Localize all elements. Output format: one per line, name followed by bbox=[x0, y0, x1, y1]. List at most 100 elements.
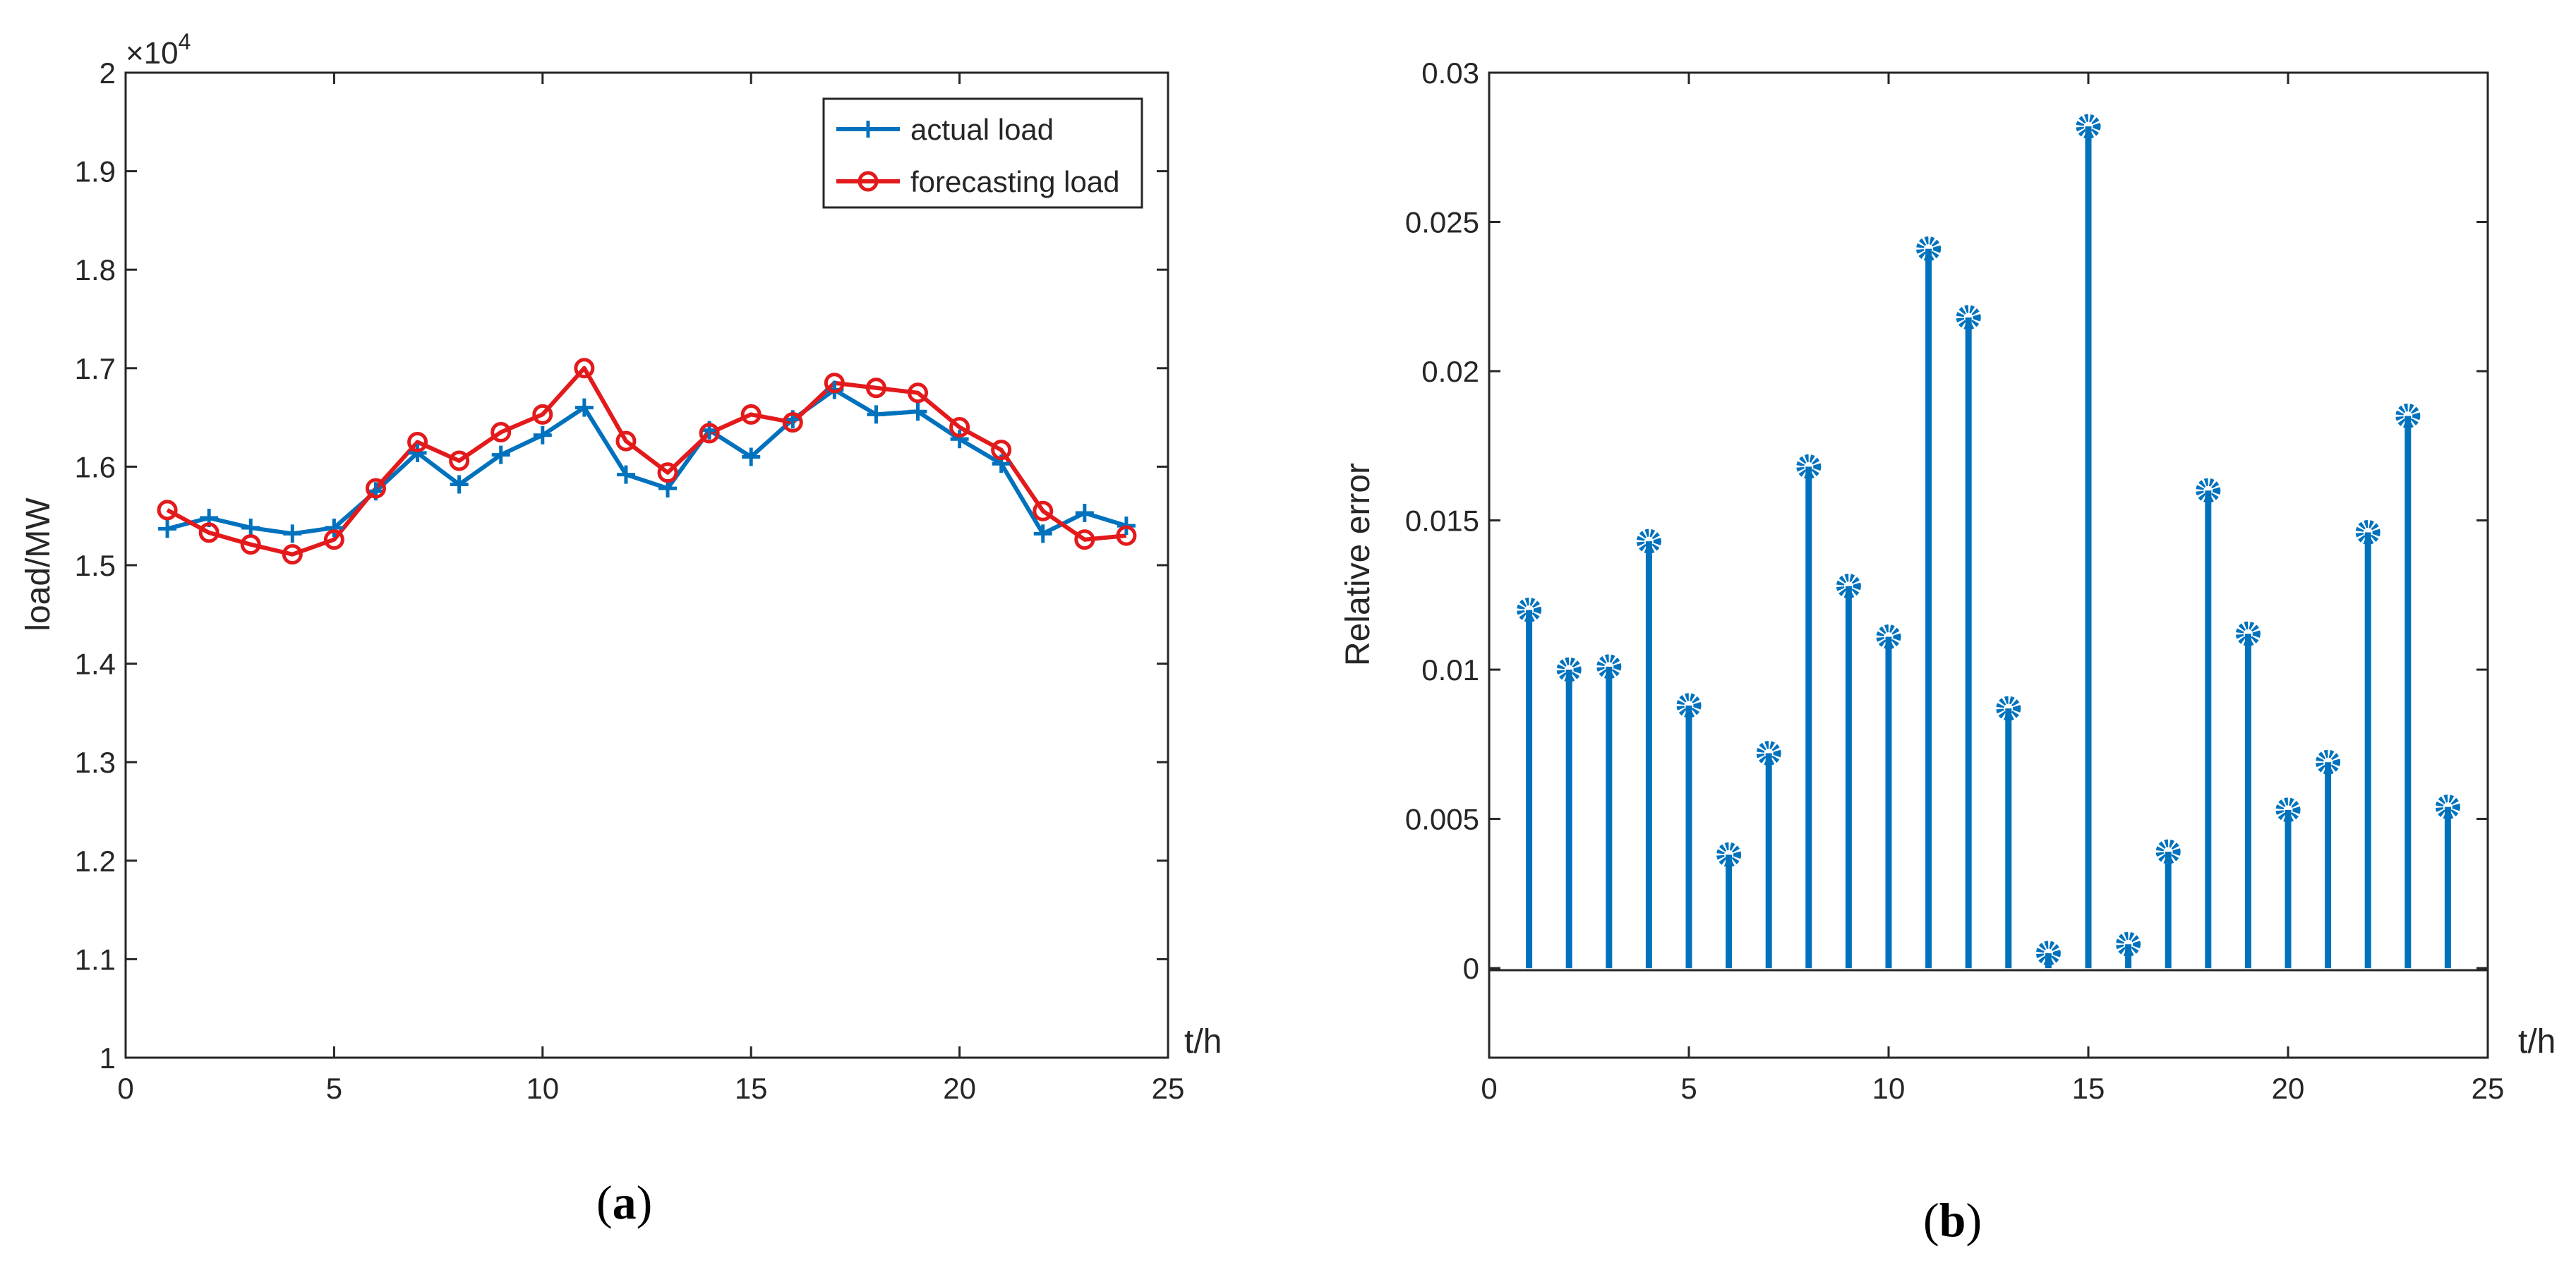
relative-error-marker bbox=[1836, 574, 1861, 599]
relative-error-marker bbox=[1756, 741, 1781, 766]
forecasting-load-point bbox=[157, 500, 178, 521]
forecasting-load-point bbox=[532, 404, 553, 425]
forecasting-load-point bbox=[282, 544, 303, 565]
chart-a-y-multiplier: ×104 bbox=[126, 29, 191, 71]
forecasting-load-point bbox=[1116, 525, 1137, 546]
chart-a-ytick-label: 1.8 bbox=[75, 253, 116, 286]
relative-error-marker bbox=[1556, 657, 1582, 682]
chart-a-xtick-label: 25 bbox=[1152, 1072, 1185, 1105]
forecasting-load-point bbox=[490, 422, 512, 443]
actual-load-point bbox=[950, 430, 969, 449]
actual-load-point bbox=[408, 443, 427, 462]
legend-label-forecast: forecasting load bbox=[910, 165, 1120, 198]
chart-a: 0 5 10 15 20 25 1 1.1 1.2 1.3 1.4 1.5 1.6 1.7 1.8 1.9 2… bbox=[20, 29, 1222, 1105]
relative-error-marker bbox=[1636, 528, 1661, 554]
chart-b-plot-frame bbox=[1488, 71, 2489, 1059]
forecasting-load-point bbox=[240, 534, 261, 555]
actual-load-point bbox=[325, 518, 344, 537]
actual-load-point bbox=[533, 425, 552, 445]
chart-b-ytick-label: 0.005 bbox=[1405, 803, 1479, 836]
chart-a-legend: actual load forecasting load bbox=[822, 97, 1143, 209]
forecasting-load-point bbox=[1074, 529, 1095, 550]
chart-a-xtick-label: 10 bbox=[526, 1072, 559, 1105]
chart-b: 0 5 10 15 20 25 00.0050.010.0150.020.0250.03 … bbox=[1340, 56, 2556, 1105]
relative-error-marker bbox=[2355, 519, 2381, 545]
relative-error-marker bbox=[2196, 478, 2221, 503]
caption-a: (a) bbox=[596, 1176, 653, 1229]
actual-load-point bbox=[574, 398, 594, 417]
actual-load-line bbox=[167, 387, 1127, 536]
forecasting-load-point bbox=[1033, 500, 1054, 521]
actual-load-point bbox=[241, 518, 260, 537]
chart-b-ytick-label: 0.01 bbox=[1421, 653, 1479, 687]
relative-error-marker bbox=[1996, 696, 2021, 721]
chart-b-ytick-label: 0.015 bbox=[1405, 504, 1479, 538]
chart-b-xtick-label: 5 bbox=[1680, 1072, 1697, 1105]
actual-load-point bbox=[450, 475, 469, 494]
chart-a-ylabel: load/MW bbox=[20, 497, 57, 632]
actual-load-point bbox=[616, 465, 635, 484]
chart-b-xtick-label: 10 bbox=[1872, 1072, 1906, 1105]
chart-a-ytick-label: 1.5 bbox=[75, 549, 116, 582]
forecasting-load-point bbox=[574, 358, 595, 379]
legend-label-actual: actual load bbox=[910, 113, 1054, 146]
chart-b-ytick-label: 0.02 bbox=[1421, 355, 1479, 388]
actual-load-point bbox=[1033, 524, 1052, 543]
actual-load-point bbox=[283, 524, 302, 543]
chart-a-xtick-label: 0 bbox=[117, 1072, 133, 1105]
forecasting-load-point bbox=[949, 417, 970, 438]
forecasting-load-point bbox=[407, 432, 428, 452]
forecasting-load-point bbox=[865, 377, 886, 399]
forecasting-load-point bbox=[699, 423, 720, 444]
chart-b-ytick-label: 0 bbox=[1463, 952, 1479, 985]
chart-b-xlabel: t/h bbox=[2518, 1023, 2556, 1061]
chart-a-xtick-label: 5 bbox=[326, 1072, 342, 1105]
chart-b-ytick-label: 0.03 bbox=[1421, 56, 1479, 90]
relative-error-marker bbox=[2395, 403, 2421, 428]
chart-a-ytick-label: 1.3 bbox=[75, 746, 116, 779]
relative-error-marker bbox=[1716, 842, 1742, 867]
chart-a-ytick-label: 1.7 bbox=[75, 352, 116, 385]
chart-a-ytick-label: 1.4 bbox=[75, 648, 116, 681]
relative-error-marker bbox=[2235, 621, 2261, 646]
chart-a-xtick-label: 15 bbox=[735, 1072, 768, 1105]
forecasting-load-point bbox=[908, 382, 929, 404]
legend-marker-circle bbox=[857, 171, 879, 192]
relative-error-marker bbox=[1916, 236, 1942, 262]
chart-a-xlabel: t/h bbox=[1184, 1023, 1222, 1061]
forecasting-load-point bbox=[782, 412, 803, 433]
actual-load-point bbox=[491, 445, 510, 464]
legend-marker-plus bbox=[860, 121, 877, 138]
relative-error-marker bbox=[2035, 941, 2061, 966]
relative-error-marker bbox=[1596, 654, 1622, 679]
actual-load-point bbox=[908, 402, 927, 421]
actual-load-point bbox=[867, 405, 886, 424]
forecasting-load-point bbox=[991, 440, 1012, 461]
chart-a-ytick-label: 1 bbox=[100, 1041, 116, 1075]
relative-error-marker bbox=[1676, 693, 1702, 718]
chart-a-ytick-label: 1.2 bbox=[75, 845, 116, 878]
chart-a-ytick-label: 2 bbox=[100, 56, 116, 90]
actual-load-point bbox=[1075, 504, 1094, 523]
chart-b-ylabel: Relative error bbox=[1340, 463, 1377, 666]
relative-error-marker bbox=[2435, 794, 2460, 820]
chart-b-xtick-label: 0 bbox=[1481, 1072, 1497, 1105]
chart-b-xtick-label: 20 bbox=[2272, 1072, 2305, 1105]
chart-a-ytick-label: 1.9 bbox=[75, 155, 116, 188]
relative-error-marker bbox=[1876, 624, 1901, 650]
actual-load-point bbox=[742, 447, 761, 466]
chart-b-xtick-label: 15 bbox=[2072, 1072, 2105, 1105]
caption-b: (b) bbox=[1923, 1193, 1982, 1247]
chart-a-ytick-label: 1.6 bbox=[75, 450, 116, 483]
relative-error-marker bbox=[2116, 931, 2141, 957]
forecasting-load-point bbox=[323, 529, 344, 550]
forecasting-load-point bbox=[198, 522, 219, 543]
forecasting-load-point bbox=[657, 462, 678, 483]
relative-error-marker bbox=[2316, 749, 2341, 775]
chart-a-ytick-label: 1.1 bbox=[75, 943, 116, 976]
forecasting-load-point bbox=[740, 404, 762, 425]
relative-error-marker bbox=[1517, 597, 1542, 622]
forecasting-load-point bbox=[365, 478, 386, 499]
relative-error-marker bbox=[2275, 797, 2301, 823]
forecasting-load-point bbox=[615, 430, 637, 452]
